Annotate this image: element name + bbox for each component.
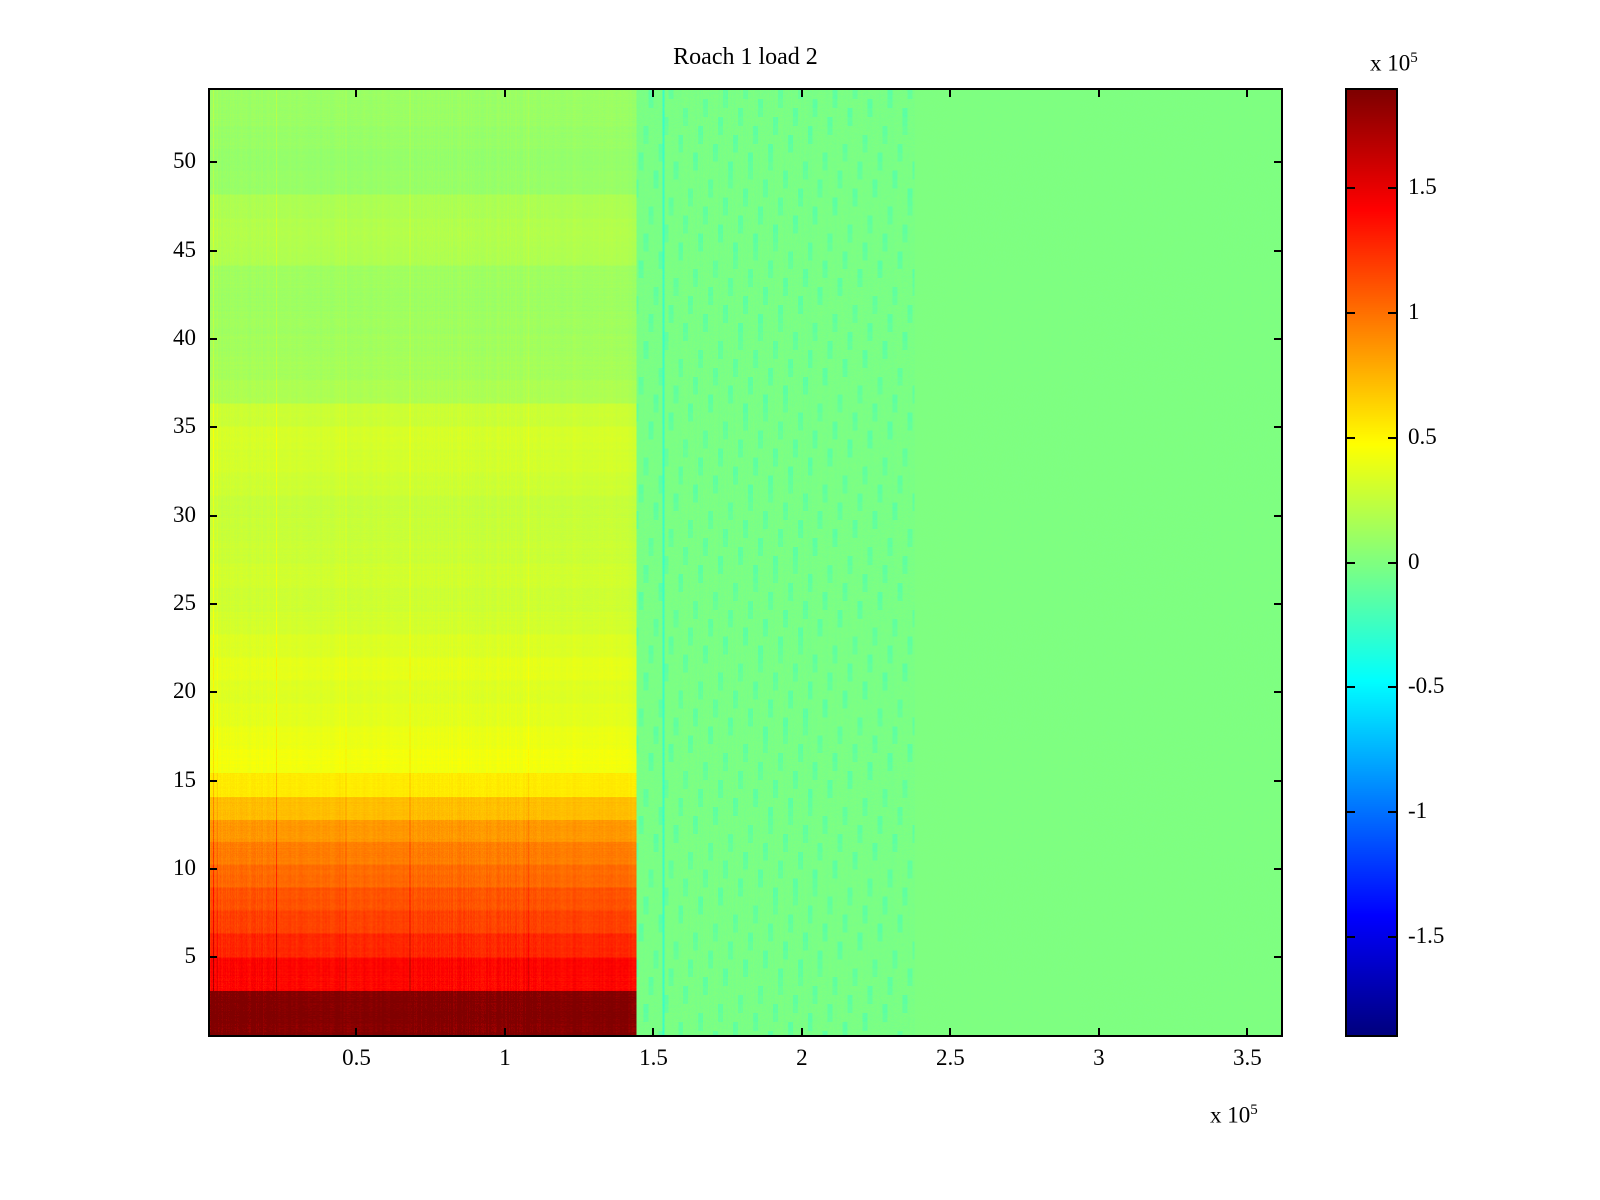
colorbar-tick-mark-right bbox=[1388, 436, 1398, 439]
x-tick-label: 3 bbox=[1093, 1045, 1105, 1070]
colorbar-tick-mark bbox=[1345, 811, 1355, 814]
y-tick-mark bbox=[208, 161, 217, 164]
x-multiplier-exponent: 5 bbox=[1250, 1102, 1258, 1118]
x-multiplier-base: x 10 bbox=[1210, 1102, 1251, 1128]
colorbar-tick-mark-right bbox=[1388, 686, 1398, 689]
x-tick-mark bbox=[355, 1028, 358, 1037]
y-tick-mark-right bbox=[1274, 956, 1283, 959]
x-tick-label: 3.5 bbox=[1232, 1045, 1262, 1070]
colorbar-multiplier-base: x 10 bbox=[1370, 50, 1411, 76]
colorbar-multiplier-exponent: 5 bbox=[1410, 50, 1418, 66]
colorbar-tick-mark-right bbox=[1388, 811, 1398, 814]
colorbar-tick-mark bbox=[1345, 311, 1355, 314]
y-tick-mark bbox=[208, 337, 217, 340]
y-tick-label: 40 bbox=[173, 324, 196, 350]
y-tick-mark-right bbox=[1274, 603, 1283, 606]
colorbar-tick-label: 0 bbox=[1408, 548, 1420, 574]
y-tick-mark-right bbox=[1274, 249, 1283, 252]
y-tick-mark bbox=[208, 956, 217, 959]
y-tick-label: 50 bbox=[173, 148, 196, 174]
y-tick-mark bbox=[208, 249, 217, 252]
colorbar-tick-mark bbox=[1345, 186, 1355, 189]
x-tick-mark-top bbox=[949, 88, 952, 97]
colorbar-tick-mark-right bbox=[1388, 936, 1398, 939]
heatmap-axes[interactable] bbox=[208, 88, 1283, 1037]
colorbar-tick-mark-right bbox=[1388, 186, 1398, 189]
colorbar-tick-mark bbox=[1345, 936, 1355, 939]
x-tick-mark bbox=[652, 1028, 655, 1037]
y-tick-mark bbox=[208, 779, 217, 782]
x-tick-mark-top bbox=[503, 88, 506, 97]
x-tick-label: 1.5 bbox=[639, 1045, 668, 1070]
colorbar-tick-mark-right bbox=[1388, 561, 1398, 564]
colorbar-tick-label: 0.5 bbox=[1408, 423, 1437, 449]
colorbar-multiplier: x 105 bbox=[1370, 50, 1418, 77]
y-tick-label: 30 bbox=[173, 501, 196, 527]
y-tick-mark-right bbox=[1274, 161, 1283, 164]
x-tick-mark bbox=[1246, 1028, 1249, 1037]
x-axis-multiplier: x 105 bbox=[1210, 1102, 1258, 1129]
y-tick-mark bbox=[208, 603, 217, 606]
x-tick-label: 2 bbox=[796, 1045, 808, 1070]
colorbar-tick-mark bbox=[1345, 686, 1355, 689]
x-tick-mark bbox=[503, 1028, 506, 1037]
y-tick-mark bbox=[208, 514, 217, 517]
x-tick-mark-top bbox=[800, 88, 803, 97]
y-tick-mark-right bbox=[1274, 691, 1283, 694]
x-tick-mark bbox=[800, 1028, 803, 1037]
y-tick-label: 45 bbox=[173, 236, 196, 262]
y-tick-mark-right bbox=[1274, 779, 1283, 782]
colorbar-tick-label: -1.5 bbox=[1408, 923, 1445, 949]
y-tick-mark bbox=[208, 426, 217, 429]
y-tick-mark bbox=[208, 868, 217, 871]
y-tick-label: 15 bbox=[173, 766, 196, 792]
y-tick-label: 25 bbox=[173, 590, 196, 616]
y-tick-label: 20 bbox=[173, 678, 196, 704]
x-tick-mark-top bbox=[1097, 88, 1100, 97]
y-tick-mark-right bbox=[1274, 337, 1283, 340]
heatmap-raster bbox=[210, 90, 1281, 1035]
y-tick-label: 10 bbox=[173, 855, 196, 881]
x-tick-label: 1 bbox=[499, 1045, 511, 1070]
y-tick-mark bbox=[208, 691, 217, 694]
colorbar-tick-mark bbox=[1345, 561, 1355, 564]
y-tick-mark-right bbox=[1274, 514, 1283, 517]
colorbar-tick-mark-right bbox=[1388, 311, 1398, 314]
heatmap-image bbox=[210, 90, 1281, 1035]
x-tick-mark-top bbox=[355, 88, 358, 97]
y-tick-mark-right bbox=[1274, 868, 1283, 871]
colorbar-tick-mark bbox=[1345, 436, 1355, 439]
x-tick-mark bbox=[949, 1028, 952, 1037]
x-tick-mark-top bbox=[652, 88, 655, 97]
colorbar-tick-label: 1.5 bbox=[1408, 173, 1437, 199]
x-tick-mark-top bbox=[1246, 88, 1249, 97]
colorbar-tick-label: -1 bbox=[1408, 798, 1428, 824]
y-tick-label: 5 bbox=[184, 943, 197, 969]
colorbar-tick-label: -0.5 bbox=[1408, 673, 1445, 699]
y-tick-label: 35 bbox=[173, 413, 196, 439]
x-tick-label: 2.5 bbox=[936, 1045, 965, 1070]
colorbar-gradient bbox=[1347, 90, 1396, 1035]
x-tick-mark bbox=[1097, 1028, 1100, 1037]
y-tick-mark-right bbox=[1274, 426, 1283, 429]
colorbar-tick-label: 1 bbox=[1408, 298, 1420, 324]
x-tick-label: 0.5 bbox=[342, 1045, 371, 1070]
chart-title: Roach 1 load 2 bbox=[673, 44, 818, 70]
